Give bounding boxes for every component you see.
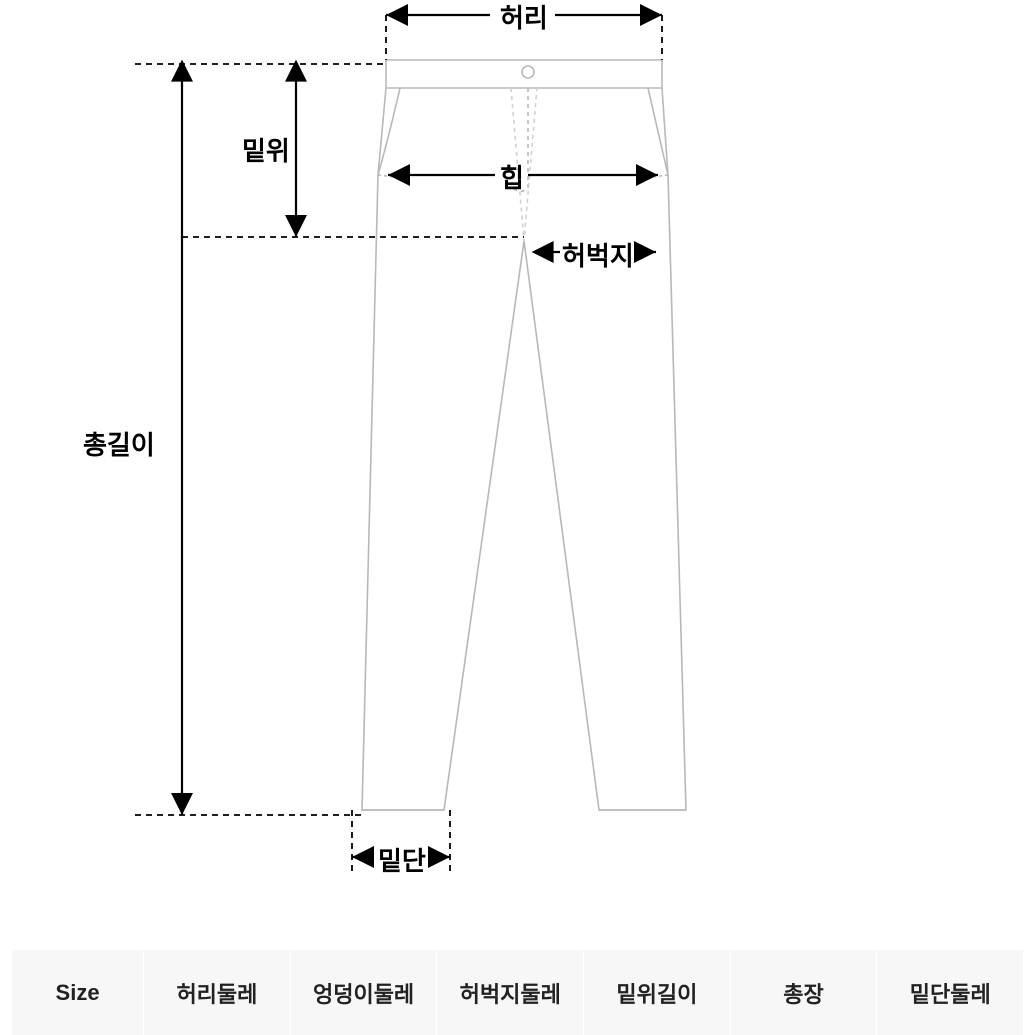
- size-header-waist: 허리둘레: [144, 950, 291, 1035]
- size-header-thigh: 허벅지둘레: [437, 950, 584, 1035]
- label-thigh: 허벅지: [562, 236, 634, 273]
- measurement-diagram: 허리 밑위 힙 허벅지 총길이 밑단: [0, 0, 1035, 940]
- label-waist: 허리: [500, 0, 548, 35]
- diagram-svg: [0, 0, 1035, 940]
- size-header-length: 총장: [731, 950, 878, 1035]
- label-rise: 밑위: [242, 131, 290, 168]
- size-table: Size 허리둘레 엉덩이둘레 허벅지둘레 밑위길이 총장 밑단둘레: [12, 950, 1023, 1035]
- label-hem: 밑단: [378, 841, 426, 878]
- pants-outline: [362, 60, 686, 810]
- size-header-rise: 밑위길이: [584, 950, 731, 1035]
- dash-guides: [135, 15, 662, 875]
- label-total-length: 총길이: [83, 425, 155, 462]
- size-header-hem: 밑단둘레: [877, 950, 1023, 1035]
- size-header-hip: 엉덩이둘레: [291, 950, 438, 1035]
- size-header-size: Size: [12, 950, 144, 1035]
- label-hip: 힙: [500, 158, 524, 195]
